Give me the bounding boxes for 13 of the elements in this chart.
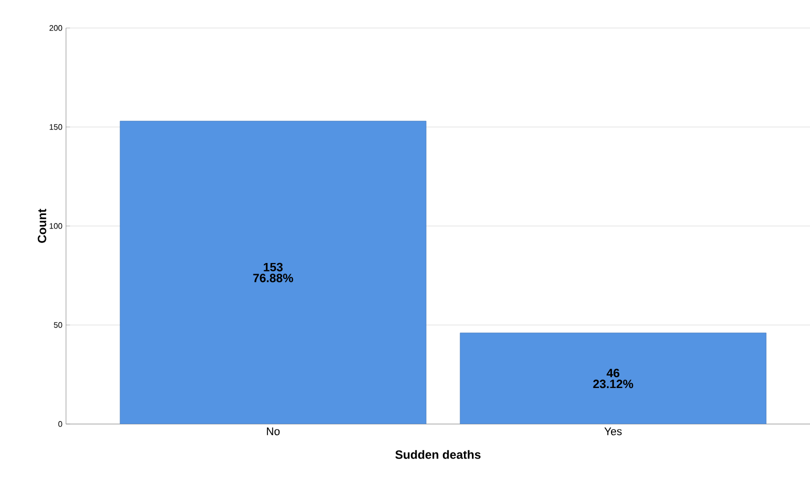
y-tick-label: 100 [50, 223, 62, 229]
x-axis-title: Sudden deaths [395, 450, 481, 459]
data-label: 46 [606, 368, 620, 378]
y-tick-label: 50 [54, 322, 62, 328]
y-tick-label: 200 [50, 25, 62, 31]
annotation: 23.12% [593, 380, 634, 388]
y-tick-label: 0 [58, 421, 62, 427]
x-tick-label: Yes [604, 428, 622, 436]
data-label: 153 [264, 262, 283, 272]
y-tick-label: 150 [50, 124, 62, 130]
x-tick-label: No [266, 428, 280, 436]
annotation: 76.88% [253, 274, 294, 282]
y-axis-title: Count [38, 208, 46, 243]
